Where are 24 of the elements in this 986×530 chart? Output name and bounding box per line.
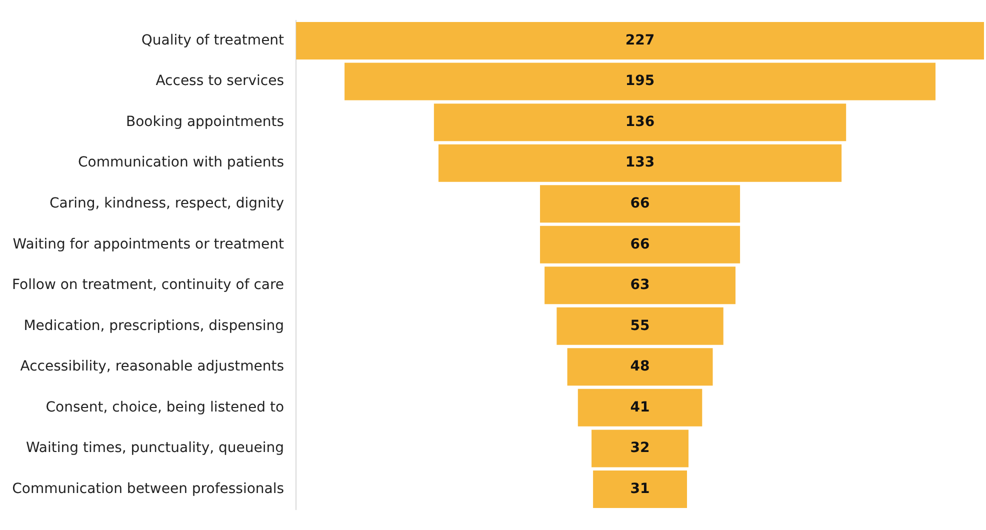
- data-label: 48: [630, 358, 650, 375]
- data-label: 32: [630, 440, 650, 456]
- data-label: 133: [625, 154, 655, 171]
- data-label: 55: [630, 318, 650, 334]
- category-label: Booking appointments: [126, 114, 284, 130]
- data-label: 136: [625, 114, 655, 130]
- category-label: Accessibility, reasonable adjustments: [20, 358, 284, 375]
- data-label: 66: [630, 236, 650, 252]
- category-label: Waiting for appointments or treatment: [12, 236, 285, 252]
- data-label: 195: [625, 73, 655, 90]
- category-label: Access to services: [156, 73, 284, 90]
- data-label: 227: [625, 32, 655, 48]
- category-label: Medication, prescriptions, dispensing: [24, 318, 284, 334]
- category-label: Quality of treatment: [141, 32, 285, 48]
- data-label: 66: [630, 195, 650, 212]
- category-label: Communication with patients: [78, 154, 284, 171]
- category-label: Consent, choice, being listened to: [46, 399, 284, 416]
- category-label: Caring, kindness, respect, dignity: [49, 195, 284, 212]
- category-label: Follow on treatment, continuity of care: [12, 277, 284, 294]
- data-label: 31: [630, 480, 650, 497]
- data-label: 41: [630, 399, 650, 416]
- category-label: Communication between professionals: [12, 480, 284, 497]
- category-label: Waiting times, punctuality, queueing: [26, 440, 284, 456]
- data-label: 63: [630, 277, 650, 294]
